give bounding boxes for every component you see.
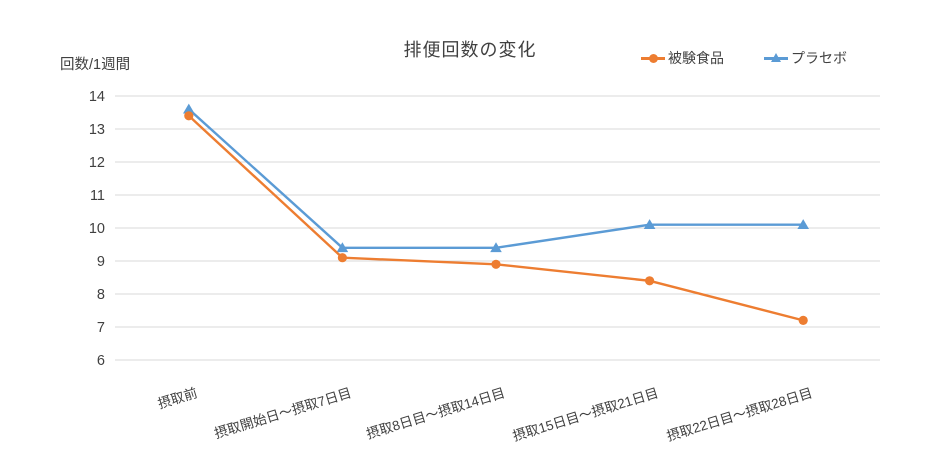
triangle-marker-icon bbox=[764, 52, 788, 65]
y-tick-label: 11 bbox=[90, 188, 105, 204]
data-point-triangle bbox=[797, 219, 809, 229]
legend-item-test-food: 被験食品 bbox=[641, 48, 724, 68]
data-point-triangle bbox=[490, 242, 502, 253]
y-tick-label: 7 bbox=[97, 320, 105, 336]
data-point-triangle bbox=[183, 103, 195, 114]
data-point-circle bbox=[798, 315, 808, 325]
data-point-circle bbox=[184, 111, 194, 121]
data-point-triangle bbox=[336, 242, 349, 253]
y-tick-label: 14 bbox=[89, 89, 105, 105]
legend-item-placebo: プラセボ bbox=[764, 48, 847, 68]
data-point-circle bbox=[491, 259, 501, 269]
data-point-circle bbox=[337, 253, 347, 263]
legend-label-placebo: プラセボ bbox=[791, 50, 847, 66]
legend-label-test-food: 被験食品 bbox=[668, 50, 724, 66]
y-tick-label: 9 bbox=[97, 254, 105, 270]
y-tick-label: 6 bbox=[97, 353, 105, 369]
y-tick-label: 10 bbox=[89, 221, 105, 237]
y-axis-title: 回数/1週間 bbox=[60, 57, 131, 73]
data-point-triangle bbox=[643, 219, 656, 229]
data-point-circle bbox=[645, 276, 655, 286]
y-tick-label: 8 bbox=[97, 287, 105, 303]
legend: 被験食品 プラセボ bbox=[641, 48, 847, 68]
series-line-被験食品 bbox=[187, 114, 805, 322]
series-line-プラセボ bbox=[187, 107, 805, 250]
y-tick-label: 12 bbox=[89, 155, 105, 171]
chart-title: 排便回数の変化 bbox=[403, 40, 537, 60]
circle-marker-icon bbox=[641, 52, 665, 65]
y-tick-label: 13 bbox=[89, 122, 105, 138]
